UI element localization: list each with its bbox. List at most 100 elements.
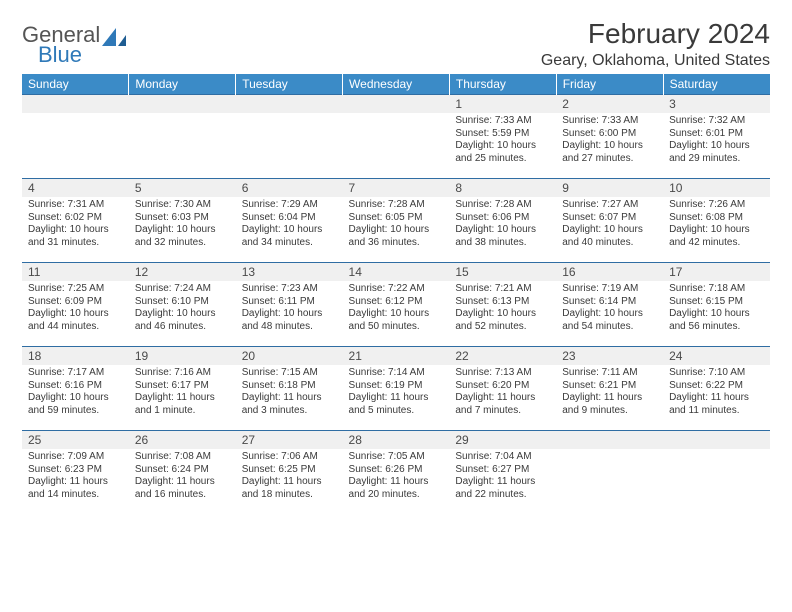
calendar-cell: 21Sunrise: 7:14 AMSunset: 6:19 PMDayligh…	[343, 347, 450, 431]
day-number: 6	[236, 179, 343, 197]
calendar-cell: 9Sunrise: 7:27 AMSunset: 6:07 PMDaylight…	[556, 179, 663, 263]
calendar-cell-empty	[556, 431, 663, 515]
calendar-cell: 22Sunrise: 7:13 AMSunset: 6:20 PMDayligh…	[449, 347, 556, 431]
day-number: 11	[22, 263, 129, 281]
calendar-cell: 24Sunrise: 7:10 AMSunset: 6:22 PMDayligh…	[663, 347, 770, 431]
location-subtitle: Geary, Oklahoma, United States	[541, 52, 770, 70]
day-number-empty	[129, 95, 236, 113]
day-number: 18	[22, 347, 129, 365]
weekday-header: Tuesday	[236, 74, 343, 95]
calendar-cell: 12Sunrise: 7:24 AMSunset: 6:10 PMDayligh…	[129, 263, 236, 347]
calendar-cell: 1Sunrise: 7:33 AMSunset: 5:59 PMDaylight…	[449, 95, 556, 179]
day-detail: Sunrise: 7:33 AMSunset: 5:59 PMDaylight:…	[449, 113, 556, 169]
calendar-cell-empty	[663, 431, 770, 515]
day-number: 22	[449, 347, 556, 365]
day-detail: Sunrise: 7:14 AMSunset: 6:19 PMDaylight:…	[343, 365, 450, 421]
day-detail: Sunrise: 7:32 AMSunset: 6:01 PMDaylight:…	[663, 113, 770, 169]
day-detail: Sunrise: 7:10 AMSunset: 6:22 PMDaylight:…	[663, 365, 770, 421]
day-number: 7	[343, 179, 450, 197]
day-number: 9	[556, 179, 663, 197]
day-number: 23	[556, 347, 663, 365]
day-number: 13	[236, 263, 343, 281]
brand-bottom: Blue	[22, 44, 100, 66]
day-number: 2	[556, 95, 663, 113]
calendar-table: SundayMondayTuesdayWednesdayThursdayFrid…	[22, 74, 770, 515]
calendar-cell: 6Sunrise: 7:29 AMSunset: 6:04 PMDaylight…	[236, 179, 343, 263]
calendar-cell-empty	[236, 95, 343, 179]
day-detail: Sunrise: 7:30 AMSunset: 6:03 PMDaylight:…	[129, 197, 236, 253]
day-detail: Sunrise: 7:06 AMSunset: 6:25 PMDaylight:…	[236, 449, 343, 505]
calendar-cell: 7Sunrise: 7:28 AMSunset: 6:05 PMDaylight…	[343, 179, 450, 263]
day-number-empty	[663, 431, 770, 449]
day-detail: Sunrise: 7:15 AMSunset: 6:18 PMDaylight:…	[236, 365, 343, 421]
day-number: 28	[343, 431, 450, 449]
day-detail: Sunrise: 7:31 AMSunset: 6:02 PMDaylight:…	[22, 197, 129, 253]
day-number-empty	[556, 431, 663, 449]
day-detail: Sunrise: 7:05 AMSunset: 6:26 PMDaylight:…	[343, 449, 450, 505]
day-detail: Sunrise: 7:18 AMSunset: 6:15 PMDaylight:…	[663, 281, 770, 337]
day-detail: Sunrise: 7:16 AMSunset: 6:17 PMDaylight:…	[129, 365, 236, 421]
calendar-cell: 27Sunrise: 7:06 AMSunset: 6:25 PMDayligh…	[236, 431, 343, 515]
calendar-cell: 4Sunrise: 7:31 AMSunset: 6:02 PMDaylight…	[22, 179, 129, 263]
calendar-row: 18Sunrise: 7:17 AMSunset: 6:16 PMDayligh…	[22, 347, 770, 431]
day-number: 10	[663, 179, 770, 197]
day-number-empty	[22, 95, 129, 113]
day-detail: Sunrise: 7:25 AMSunset: 6:09 PMDaylight:…	[22, 281, 129, 337]
calendar-cell: 15Sunrise: 7:21 AMSunset: 6:13 PMDayligh…	[449, 263, 556, 347]
day-number: 8	[449, 179, 556, 197]
day-number: 5	[129, 179, 236, 197]
day-number: 14	[343, 263, 450, 281]
calendar-cell: 20Sunrise: 7:15 AMSunset: 6:18 PMDayligh…	[236, 347, 343, 431]
title-block: February 2024 Geary, Oklahoma, United St…	[541, 18, 770, 70]
calendar-cell: 8Sunrise: 7:28 AMSunset: 6:06 PMDaylight…	[449, 179, 556, 263]
calendar-row: 11Sunrise: 7:25 AMSunset: 6:09 PMDayligh…	[22, 263, 770, 347]
calendar-cell-empty	[22, 95, 129, 179]
day-detail: Sunrise: 7:27 AMSunset: 6:07 PMDaylight:…	[556, 197, 663, 253]
calendar-cell: 3Sunrise: 7:32 AMSunset: 6:01 PMDaylight…	[663, 95, 770, 179]
calendar-cell: 26Sunrise: 7:08 AMSunset: 6:24 PMDayligh…	[129, 431, 236, 515]
day-number: 12	[129, 263, 236, 281]
day-number: 17	[663, 263, 770, 281]
day-number: 3	[663, 95, 770, 113]
calendar-cell: 23Sunrise: 7:11 AMSunset: 6:21 PMDayligh…	[556, 347, 663, 431]
weekday-header: Monday	[129, 74, 236, 95]
calendar-cell: 29Sunrise: 7:04 AMSunset: 6:27 PMDayligh…	[449, 431, 556, 515]
day-number-empty	[343, 95, 450, 113]
calendar-cell: 18Sunrise: 7:17 AMSunset: 6:16 PMDayligh…	[22, 347, 129, 431]
day-number: 15	[449, 263, 556, 281]
calendar-row: 25Sunrise: 7:09 AMSunset: 6:23 PMDayligh…	[22, 431, 770, 515]
day-detail: Sunrise: 7:13 AMSunset: 6:20 PMDaylight:…	[449, 365, 556, 421]
day-number: 25	[22, 431, 129, 449]
calendar-cell: 17Sunrise: 7:18 AMSunset: 6:15 PMDayligh…	[663, 263, 770, 347]
calendar-row: 4Sunrise: 7:31 AMSunset: 6:02 PMDaylight…	[22, 179, 770, 263]
day-number: 20	[236, 347, 343, 365]
brand-logo: General Blue	[22, 18, 128, 66]
calendar-cell-empty	[129, 95, 236, 179]
day-number-empty	[236, 95, 343, 113]
day-detail: Sunrise: 7:17 AMSunset: 6:16 PMDaylight:…	[22, 365, 129, 421]
header: General Blue February 2024 Geary, Oklaho…	[22, 18, 770, 70]
day-detail: Sunrise: 7:26 AMSunset: 6:08 PMDaylight:…	[663, 197, 770, 253]
calendar-cell: 13Sunrise: 7:23 AMSunset: 6:11 PMDayligh…	[236, 263, 343, 347]
weekday-header: Sunday	[22, 74, 129, 95]
calendar-cell-empty	[343, 95, 450, 179]
day-number: 16	[556, 263, 663, 281]
month-title: February 2024	[541, 18, 770, 50]
day-detail: Sunrise: 7:23 AMSunset: 6:11 PMDaylight:…	[236, 281, 343, 337]
weekday-header: Friday	[556, 74, 663, 95]
day-detail: Sunrise: 7:22 AMSunset: 6:12 PMDaylight:…	[343, 281, 450, 337]
day-detail: Sunrise: 7:08 AMSunset: 6:24 PMDaylight:…	[129, 449, 236, 505]
day-detail: Sunrise: 7:19 AMSunset: 6:14 PMDaylight:…	[556, 281, 663, 337]
day-detail: Sunrise: 7:09 AMSunset: 6:23 PMDaylight:…	[22, 449, 129, 505]
calendar-cell: 16Sunrise: 7:19 AMSunset: 6:14 PMDayligh…	[556, 263, 663, 347]
calendar-cell: 14Sunrise: 7:22 AMSunset: 6:12 PMDayligh…	[343, 263, 450, 347]
calendar-cell: 2Sunrise: 7:33 AMSunset: 6:00 PMDaylight…	[556, 95, 663, 179]
day-number: 21	[343, 347, 450, 365]
calendar-cell: 5Sunrise: 7:30 AMSunset: 6:03 PMDaylight…	[129, 179, 236, 263]
calendar-row: 1Sunrise: 7:33 AMSunset: 5:59 PMDaylight…	[22, 95, 770, 179]
calendar-cell: 10Sunrise: 7:26 AMSunset: 6:08 PMDayligh…	[663, 179, 770, 263]
calendar-cell: 28Sunrise: 7:05 AMSunset: 6:26 PMDayligh…	[343, 431, 450, 515]
day-detail: Sunrise: 7:28 AMSunset: 6:05 PMDaylight:…	[343, 197, 450, 253]
weekday-header: Thursday	[449, 74, 556, 95]
day-detail: Sunrise: 7:28 AMSunset: 6:06 PMDaylight:…	[449, 197, 556, 253]
